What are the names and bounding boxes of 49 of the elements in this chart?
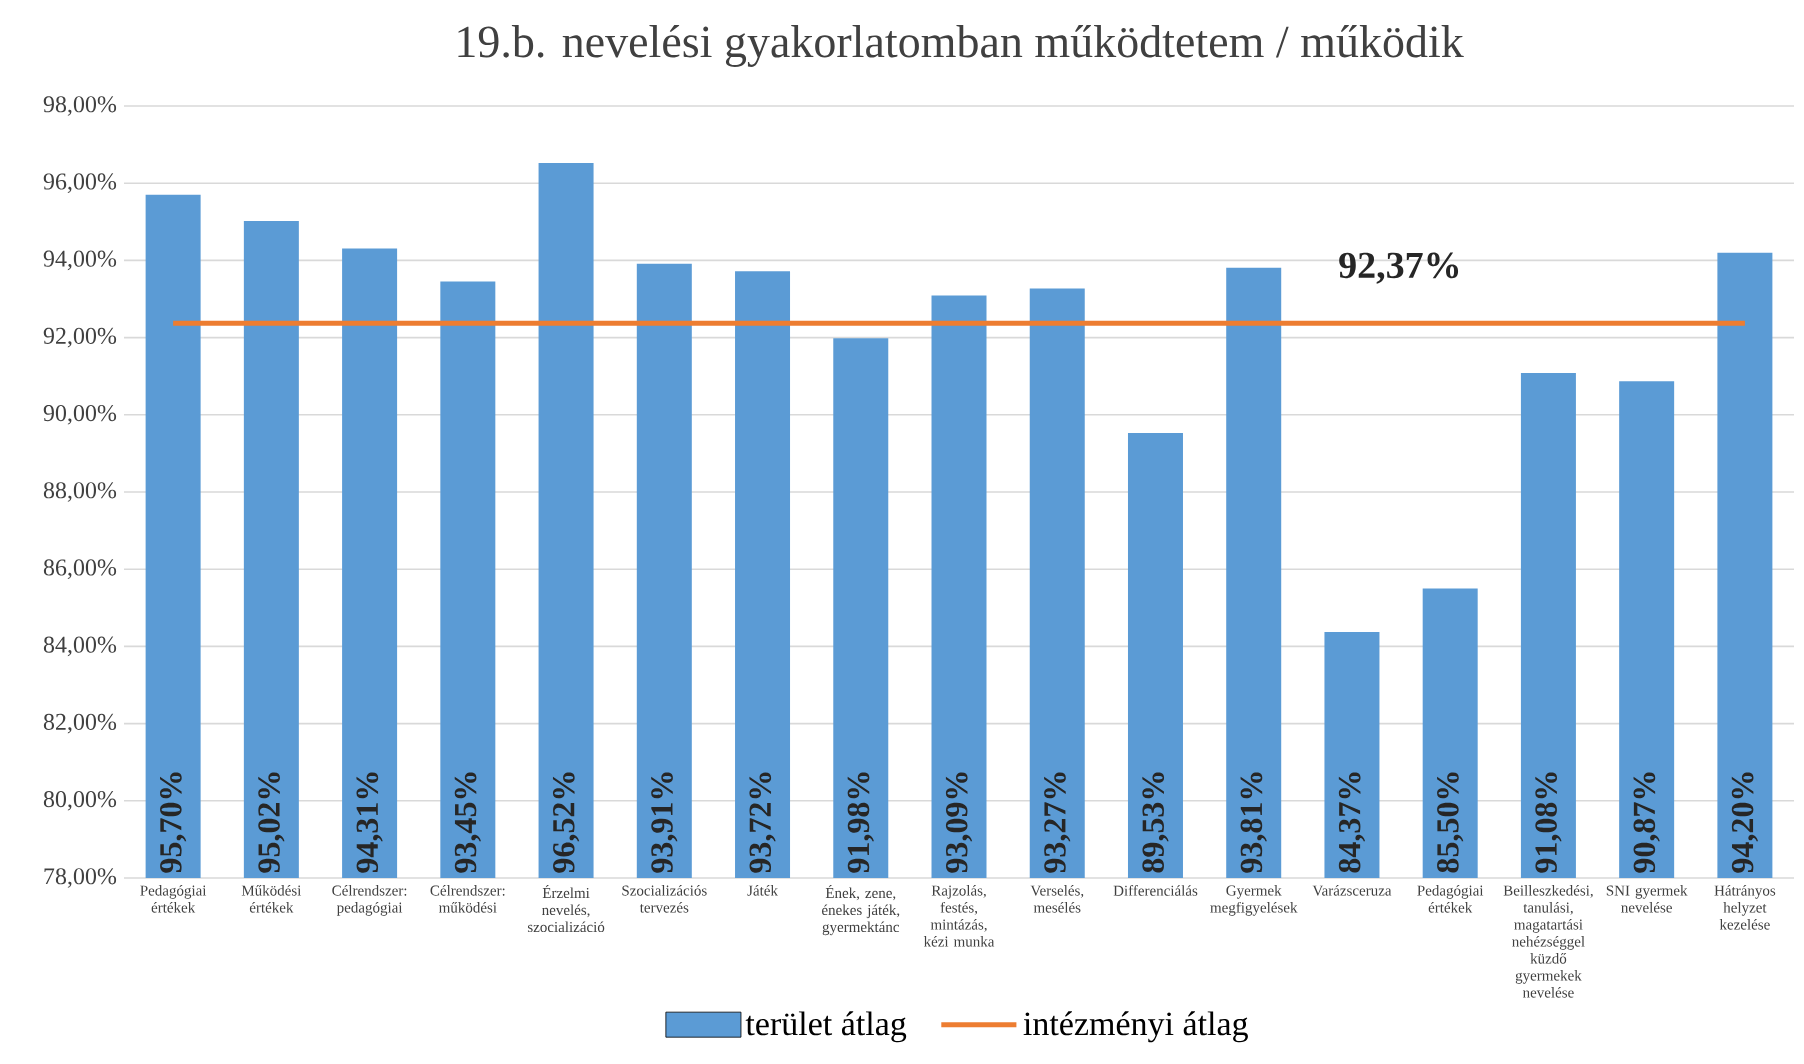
data-label: 94,20% <box>1731 772 1759 873</box>
y-tick-label: 92,00% <box>43 327 117 348</box>
x-tick-label: Varázsceruza <box>1312 885 1392 896</box>
y-tick-label: 90,00% <box>43 404 117 425</box>
data-label: 96,52% <box>552 772 580 873</box>
x-tick-label: Beilleszkedési, tanulási, magatartási nehézséggel küzdő gyermekek nevelése <box>1503 885 1593 998</box>
y-tick-label: 96,00% <box>43 173 117 194</box>
x-tick-label: Hátrányos helyzet kezelése <box>1714 885 1776 930</box>
x-tick-label: Működési értékek <box>241 885 302 913</box>
data-label: 93,45% <box>454 772 481 873</box>
y-tick-label: 88,00% <box>43 482 117 502</box>
y-tick-label: 82,00% <box>43 713 117 734</box>
x-tick-label: Szocializációs tervezés <box>622 885 707 913</box>
x-tick-label: Gyermek megfigyelések <box>1210 885 1298 916</box>
y-tick-label: 86,00% <box>43 559 117 580</box>
legend-label: intézményi átlag <box>1023 1011 1248 1043</box>
x-tick-label: Játék <box>747 885 778 896</box>
y-tick-label: 98,00% <box>43 96 117 116</box>
data-label: 93,09% <box>945 772 973 873</box>
x-tick-label: Érzelmi nevelés, szocializáció <box>527 885 605 933</box>
data-label: 89,53% <box>1142 772 1169 873</box>
x-tick-label: Verselés, mesélés <box>1030 885 1084 913</box>
data-label: 91,98% <box>847 772 874 873</box>
x-tick-label: Pedagógiai értékek <box>1417 885 1484 913</box>
x-tick-label: Pedagógiai értékek <box>140 885 207 913</box>
y-tick-label: 94,00% <box>43 250 117 271</box>
data-label: 90,87% <box>1633 772 1660 873</box>
data-label: 93,91% <box>651 772 678 873</box>
data-label: 91,08% <box>1535 772 1562 873</box>
annotation: 92,37% <box>1339 252 1459 284</box>
data-label: 85,50% <box>1437 772 1464 873</box>
x-tick-label: Célrendszer: pedagógiai <box>332 885 407 916</box>
data-label: 95,02% <box>258 772 285 873</box>
data-label: 93,72% <box>749 772 776 873</box>
data-label: 93,81% <box>1240 772 1267 873</box>
x-tick-label: Rajzolás, festés, mintázás, kézi munka <box>923 885 995 947</box>
data-label: 84,37% <box>1338 772 1366 873</box>
data-label: 94,31% <box>356 772 383 873</box>
data-label: 93,27% <box>1044 772 1071 873</box>
data-label: 95,70% <box>160 772 187 873</box>
y-tick-label: 80,00% <box>43 790 117 811</box>
y-tick-label: 84,00% <box>43 636 117 657</box>
x-tick-label: Ének, zene, énekes játék, gyermektánc <box>822 885 900 936</box>
y-tick-label: 78,00% <box>44 868 117 888</box>
x-tick-label: Differenciálás <box>1113 885 1198 896</box>
legend-label: terület átlag <box>745 1011 907 1043</box>
x-tick-label: SNI gyermek nevelése <box>1606 885 1688 913</box>
chart-title: 19.b. nevelési gyakorlatomban működtetem / működik <box>458 25 1464 67</box>
x-tick-label: Célrendszer: működési <box>430 885 505 913</box>
